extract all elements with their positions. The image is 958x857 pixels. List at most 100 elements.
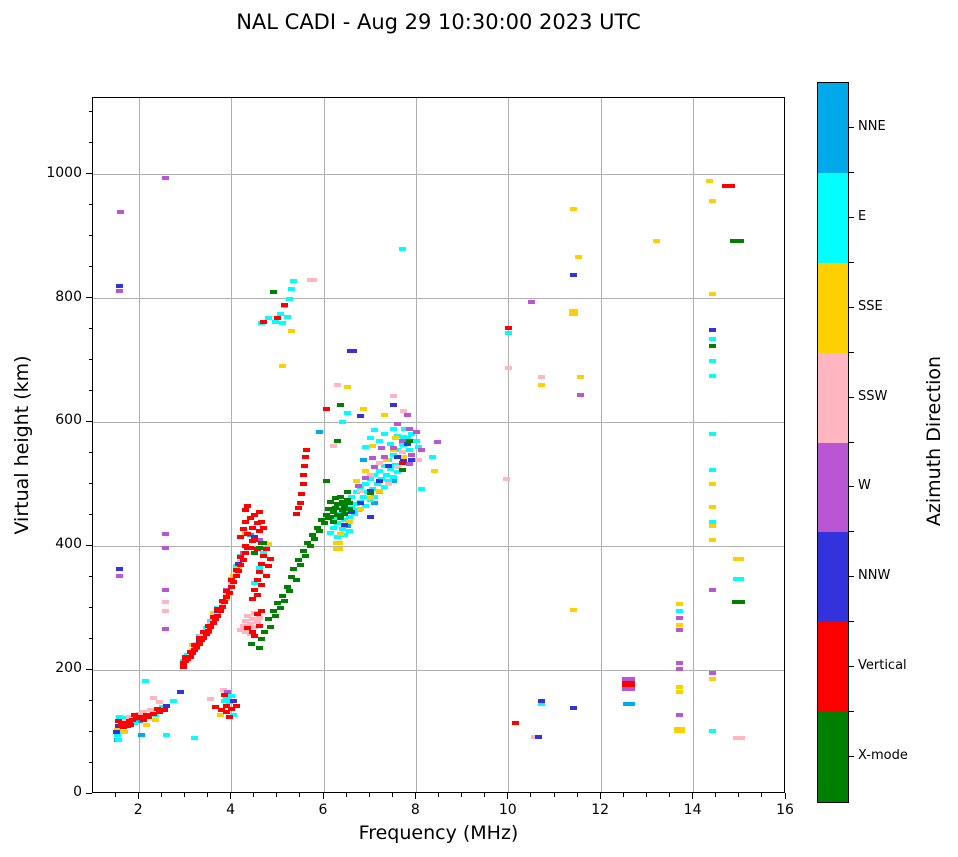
data-point-ssw: [385, 482, 393, 487]
data-point-e: [345, 528, 353, 533]
data-point-sse: [151, 717, 159, 722]
data-point-nnw: [348, 510, 356, 515]
data-point-e: [283, 315, 291, 320]
data-point-vertical: [200, 635, 208, 640]
data-point-x-mode: [292, 578, 300, 583]
y-minor-tick: [88, 513, 92, 515]
x-tick-label: 12: [591, 802, 610, 818]
data-point-x-mode: [343, 489, 351, 494]
data-point-vertical: [221, 600, 229, 605]
data-point-nnw: [375, 479, 383, 484]
data-point-x-mode: [315, 528, 323, 533]
data-point-ssw: [207, 697, 215, 702]
data-point-vertical: [198, 638, 206, 643]
data-point-x-mode: [341, 504, 349, 509]
x-minor-tick: [669, 793, 670, 797]
gridline-x-6: [323, 98, 325, 792]
data-point-vertical: [248, 596, 256, 601]
x-tick-label: 16: [776, 802, 794, 818]
data-point-x-mode: [269, 290, 277, 295]
data-point-vertical: [191, 648, 199, 653]
data-point-x-mode: [255, 545, 263, 550]
data-point-vertical: [251, 513, 259, 518]
data-point-ssw: [149, 696, 157, 701]
data-point-x-mode: [325, 507, 333, 512]
data-point-e: [362, 445, 370, 450]
data-point-vertical: [216, 608, 224, 613]
data-point-vertical: [222, 704, 230, 709]
y-minor-tick: [88, 761, 92, 763]
data-point-nne: [135, 718, 143, 723]
data-point-e: [380, 431, 388, 436]
data-point-x-mode: [732, 600, 746, 605]
data-point-sse: [380, 413, 388, 418]
data-point-ssw: [366, 473, 374, 478]
data-point-nnw: [537, 699, 545, 704]
data-point-w: [417, 448, 425, 453]
y-minor-tick: [88, 235, 92, 237]
gridline-y-1000: [93, 174, 784, 176]
data-point-e: [170, 699, 178, 704]
data-point-vertical: [205, 628, 212, 633]
data-point-vertical: [207, 624, 215, 629]
gridline-y-200: [93, 669, 784, 671]
data-point-e: [163, 733, 171, 738]
data-point-x-mode: [322, 479, 330, 484]
data-point-e: [429, 454, 437, 459]
x-major-tick: [784, 793, 786, 799]
x-minor-tick: [438, 793, 439, 797]
x-major-tick: [414, 793, 416, 799]
data-point-vertical: [237, 562, 245, 567]
data-point-x-mode: [341, 512, 349, 517]
data-point-w: [117, 209, 125, 214]
data-point-sse: [142, 722, 150, 727]
data-point-e: [115, 714, 123, 719]
data-point-vertical: [301, 463, 309, 468]
data-point-e: [343, 411, 351, 416]
x-major-tick: [230, 793, 232, 799]
data-point-ssw: [246, 632, 254, 637]
data-point-vertical: [225, 714, 233, 719]
y-minor-tick: [88, 606, 92, 608]
data-point-e: [708, 467, 716, 472]
data-point-vertical: [255, 570, 263, 575]
data-point-sse: [362, 468, 370, 473]
data-point-w: [676, 712, 684, 717]
data-point-ssw: [399, 450, 407, 455]
data-point-x-mode: [271, 613, 279, 618]
data-point-x-mode: [295, 557, 303, 562]
colorbar-center-tick: [849, 486, 854, 488]
data-point-x-mode: [255, 645, 263, 650]
y-tick-label: 0: [73, 784, 82, 800]
data-point-vertical: [258, 582, 266, 587]
data-point-w: [403, 413, 411, 418]
colorbar-category-label: E: [858, 208, 867, 224]
data-point-x-mode: [308, 533, 316, 538]
data-point-x-mode: [311, 536, 319, 541]
data-point-vertical: [195, 641, 203, 646]
colorbar: [817, 82, 849, 803]
gridline-x-8: [415, 98, 417, 792]
data-point-x-mode: [290, 567, 298, 572]
data-point-w: [406, 461, 414, 466]
data-point-vertical: [302, 448, 310, 453]
data-point-vertical: [251, 634, 259, 639]
data-point-e: [338, 420, 346, 425]
data-point-x-mode: [269, 609, 277, 614]
data-point-ssw: [400, 409, 408, 414]
plot-area: [92, 97, 785, 793]
data-point-e: [389, 452, 397, 457]
data-point-ssw: [147, 708, 155, 713]
data-point-x-mode: [329, 519, 337, 524]
data-point-x-mode: [265, 616, 273, 621]
data-point-vertical: [144, 714, 152, 719]
data-point-x-mode: [285, 588, 293, 593]
data-point-x-mode: [406, 439, 414, 444]
data-point-sse: [653, 239, 661, 244]
y-minor-tick: [88, 451, 92, 453]
data-point-nnw: [357, 500, 365, 505]
data-point-e: [191, 736, 199, 741]
data-point-e: [401, 426, 409, 431]
data-point-vertical: [114, 718, 122, 723]
data-point-sse: [676, 622, 684, 627]
